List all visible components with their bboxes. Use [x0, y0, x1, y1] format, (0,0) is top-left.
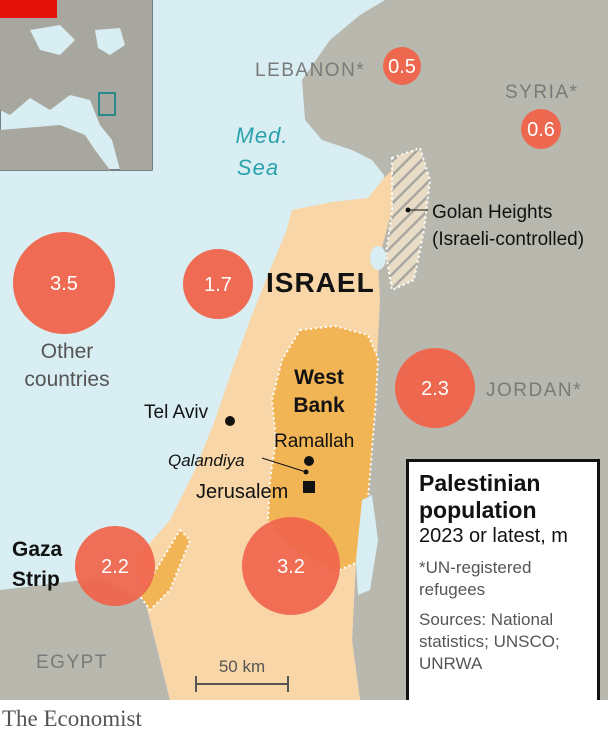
bubble-israel: 1.7: [183, 249, 253, 319]
sea-of-galilee: [370, 246, 386, 270]
place-label-jerusalem: Jerusalem: [196, 481, 288, 503]
other-countries-label-2: countries: [24, 368, 109, 391]
golan-heights-label: Golan Heights: [432, 202, 552, 223]
place-label-ramallah: Ramallah: [274, 431, 354, 452]
country-label-israel: ISRAEL: [266, 267, 375, 298]
inset-locator-map: [0, 0, 153, 171]
bubble-other-countries: 3.5: [13, 232, 115, 334]
gaza-strip-label-2: Strip: [12, 568, 60, 591]
west-bank-label-2: Bank: [293, 394, 345, 417]
country-label-jordan: JORDAN*: [486, 380, 582, 401]
economist-red-tab: [0, 0, 57, 18]
bubble-gaza: 2.2: [75, 526, 155, 606]
bubble-value-lebanon: 0.5: [388, 56, 416, 78]
gaza-strip-area: [138, 528, 192, 612]
golan-heights-sublabel: (Israeli-controlled): [432, 229, 584, 250]
country-label-syria: SYRIA*: [505, 82, 578, 103]
gaza-strip-label-1: Gaza: [12, 538, 63, 561]
tel-aviv-dot: [225, 416, 235, 426]
bubble-syria: 0.6: [521, 109, 561, 149]
qalandiya-dot: [303, 469, 309, 475]
dead-sea: [356, 495, 378, 595]
qalandiya-leader-line: [261, 457, 307, 473]
bubble-value-other-countries: 3.5: [50, 273, 78, 295]
bubble-jordan: 2.3: [395, 348, 475, 428]
legend-box: Palestinian population 2023 or latest, m…: [406, 459, 600, 706]
bubble-value-israel: 1.7: [204, 274, 232, 296]
west-bank-label-1: West: [294, 366, 344, 389]
egypt-land: [0, 578, 170, 700]
scale-bar-label: 50 km: [219, 657, 265, 676]
sea-label-line-2: Sea: [237, 155, 279, 180]
place-label-tel-aviv: Tel Aviv: [144, 402, 209, 423]
bubble-value-jordan: 2.3: [421, 378, 449, 400]
golan-heights-area: [384, 146, 432, 292]
bubble-value-gaza: 2.2: [101, 556, 129, 578]
other-countries-label-1: Other: [41, 340, 94, 363]
ramallah-dot: [304, 456, 314, 466]
bubble-lebanon: 0.5: [383, 47, 421, 85]
sea-label-line-1: Med.: [236, 123, 289, 148]
inset-highlight-box: [98, 92, 116, 116]
footer: The Economist: [0, 700, 608, 738]
country-label-lebanon: LEBANON*: [255, 60, 365, 81]
legend-footnote: *UN-registered refugees: [419, 558, 532, 599]
bubble-west-bank: 3.2: [242, 517, 340, 615]
bubble-value-syria: 0.6: [527, 119, 555, 141]
place-label-qalandiya: Qalandiya: [168, 451, 245, 470]
bubble-value-west-bank: 3.2: [277, 556, 305, 578]
legend-title: Palestinian population: [419, 470, 541, 523]
brand-logo-text: The Economist: [2, 706, 142, 731]
jerusalem-square: [303, 481, 315, 493]
country-label-egypt: EGYPT: [36, 652, 108, 673]
scale-bar: 50 km: [195, 657, 289, 692]
legend-sources: Sources: National statistics; UNSCO; UNR…: [419, 610, 560, 673]
legend-subtitle: 2023 or latest, m: [419, 525, 568, 547]
